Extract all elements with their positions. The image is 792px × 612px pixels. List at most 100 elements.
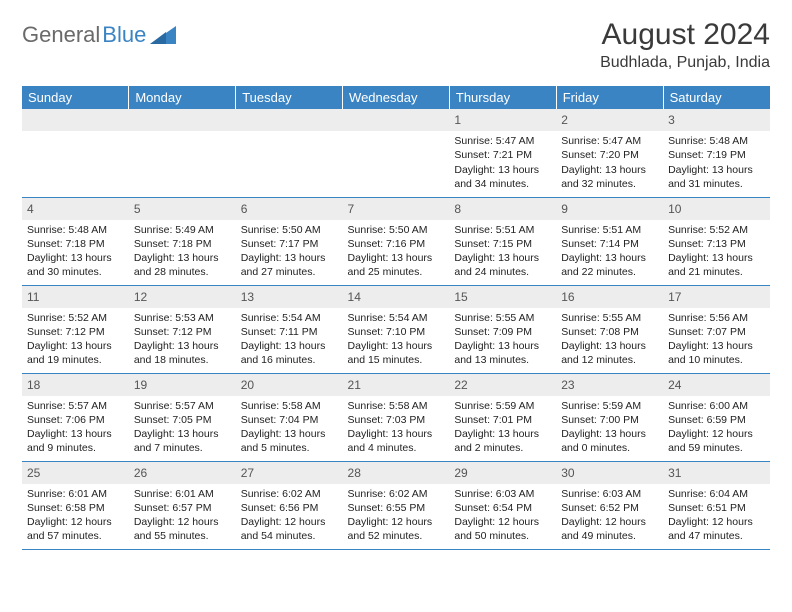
day-details: Sunrise: 5:54 AMSunset: 7:10 PMDaylight:…: [343, 308, 450, 372]
day-number: 20: [236, 374, 343, 396]
day-number: 10: [663, 198, 770, 220]
logo-triangle-icon: [150, 26, 176, 44]
day-details: Sunrise: 6:02 AMSunset: 6:55 PMDaylight:…: [343, 484, 450, 548]
day-number-empty: [343, 109, 450, 131]
day-number: 21: [343, 374, 450, 396]
day-number: 16: [556, 286, 663, 308]
weekday-header: Thursday: [449, 86, 556, 109]
day-number: 12: [129, 286, 236, 308]
calendar-cell: 3Sunrise: 5:48 AMSunset: 7:19 PMDaylight…: [663, 109, 770, 197]
day-number: 4: [22, 198, 129, 220]
logo-word-blue: Blue: [102, 22, 146, 48]
weekday-header: Saturday: [663, 86, 770, 109]
title-block: August 2024 Budhlada, Punjab, India: [600, 18, 770, 72]
calendar-cell: 1Sunrise: 5:47 AMSunset: 7:21 PMDaylight…: [449, 109, 556, 197]
day-number: 17: [663, 286, 770, 308]
calendar-cell: 6Sunrise: 5:50 AMSunset: 7:17 PMDaylight…: [236, 197, 343, 285]
calendar-cell: 4Sunrise: 5:48 AMSunset: 7:18 PMDaylight…: [22, 197, 129, 285]
day-details: Sunrise: 5:50 AMSunset: 7:17 PMDaylight:…: [236, 220, 343, 284]
day-number: 2: [556, 109, 663, 131]
day-details: Sunrise: 5:50 AMSunset: 7:16 PMDaylight:…: [343, 220, 450, 284]
day-details: Sunrise: 6:03 AMSunset: 6:52 PMDaylight:…: [556, 484, 663, 548]
day-details: Sunrise: 6:02 AMSunset: 6:56 PMDaylight:…: [236, 484, 343, 548]
calendar-row: 1Sunrise: 5:47 AMSunset: 7:21 PMDaylight…: [22, 109, 770, 197]
day-number-empty: [236, 109, 343, 131]
calendar-cell: 20Sunrise: 5:58 AMSunset: 7:04 PMDayligh…: [236, 373, 343, 461]
day-number: 28: [343, 462, 450, 484]
weekday-header: Sunday: [22, 86, 129, 109]
logo: GeneralBlue: [22, 22, 176, 48]
calendar-cell: 12Sunrise: 5:53 AMSunset: 7:12 PMDayligh…: [129, 285, 236, 373]
weekday-header: Tuesday: [236, 86, 343, 109]
calendar-cell: 23Sunrise: 5:59 AMSunset: 7:00 PMDayligh…: [556, 373, 663, 461]
day-details: Sunrise: 5:49 AMSunset: 7:18 PMDaylight:…: [129, 220, 236, 284]
day-number: 30: [556, 462, 663, 484]
day-details: Sunrise: 5:52 AMSunset: 7:13 PMDaylight:…: [663, 220, 770, 284]
day-number: 24: [663, 374, 770, 396]
day-number: 29: [449, 462, 556, 484]
header: GeneralBlue August 2024 Budhlada, Punjab…: [22, 18, 770, 72]
weekday-header: Wednesday: [343, 86, 450, 109]
day-details: Sunrise: 5:55 AMSunset: 7:08 PMDaylight:…: [556, 308, 663, 372]
weekday-header: Monday: [129, 86, 236, 109]
day-details: Sunrise: 5:57 AMSunset: 7:05 PMDaylight:…: [129, 396, 236, 460]
location-text: Budhlada, Punjab, India: [600, 54, 770, 72]
calendar-cell: 16Sunrise: 5:55 AMSunset: 7:08 PMDayligh…: [556, 285, 663, 373]
day-number: 23: [556, 374, 663, 396]
day-details: Sunrise: 6:04 AMSunset: 6:51 PMDaylight:…: [663, 484, 770, 548]
day-details: Sunrise: 5:56 AMSunset: 7:07 PMDaylight:…: [663, 308, 770, 372]
weekday-header-row: SundayMondayTuesdayWednesdayThursdayFrid…: [22, 86, 770, 109]
day-number-empty: [129, 109, 236, 131]
calendar-cell: 10Sunrise: 5:52 AMSunset: 7:13 PMDayligh…: [663, 197, 770, 285]
day-details: Sunrise: 6:03 AMSunset: 6:54 PMDaylight:…: [449, 484, 556, 548]
day-details: Sunrise: 6:01 AMSunset: 6:58 PMDaylight:…: [22, 484, 129, 548]
calendar-cell: 28Sunrise: 6:02 AMSunset: 6:55 PMDayligh…: [343, 461, 450, 549]
calendar-cell: [343, 109, 450, 197]
day-number: 26: [129, 462, 236, 484]
page-title: August 2024: [600, 18, 770, 52]
day-number: 27: [236, 462, 343, 484]
day-number: 13: [236, 286, 343, 308]
day-details: Sunrise: 5:48 AMSunset: 7:18 PMDaylight:…: [22, 220, 129, 284]
calendar-cell: 14Sunrise: 5:54 AMSunset: 7:10 PMDayligh…: [343, 285, 450, 373]
calendar-cell: 21Sunrise: 5:58 AMSunset: 7:03 PMDayligh…: [343, 373, 450, 461]
calendar-cell: 22Sunrise: 5:59 AMSunset: 7:01 PMDayligh…: [449, 373, 556, 461]
calendar-cell: 15Sunrise: 5:55 AMSunset: 7:09 PMDayligh…: [449, 285, 556, 373]
calendar-cell: 11Sunrise: 5:52 AMSunset: 7:12 PMDayligh…: [22, 285, 129, 373]
day-number: 9: [556, 198, 663, 220]
day-details: Sunrise: 5:57 AMSunset: 7:06 PMDaylight:…: [22, 396, 129, 460]
day-details: Sunrise: 5:59 AMSunset: 7:01 PMDaylight:…: [449, 396, 556, 460]
day-details: Sunrise: 5:47 AMSunset: 7:21 PMDaylight:…: [449, 131, 556, 195]
calendar-row: 18Sunrise: 5:57 AMSunset: 7:06 PMDayligh…: [22, 373, 770, 461]
calendar-cell: [129, 109, 236, 197]
day-number: 3: [663, 109, 770, 131]
calendar-cell: [22, 109, 129, 197]
calendar-row: 4Sunrise: 5:48 AMSunset: 7:18 PMDaylight…: [22, 197, 770, 285]
day-number: 8: [449, 198, 556, 220]
calendar-cell: 9Sunrise: 5:51 AMSunset: 7:14 PMDaylight…: [556, 197, 663, 285]
calendar-cell: 19Sunrise: 5:57 AMSunset: 7:05 PMDayligh…: [129, 373, 236, 461]
day-number: 31: [663, 462, 770, 484]
day-number: 11: [22, 286, 129, 308]
calendar-cell: 7Sunrise: 5:50 AMSunset: 7:16 PMDaylight…: [343, 197, 450, 285]
day-details: Sunrise: 5:58 AMSunset: 7:03 PMDaylight:…: [343, 396, 450, 460]
calendar-cell: 5Sunrise: 5:49 AMSunset: 7:18 PMDaylight…: [129, 197, 236, 285]
calendar-row: 11Sunrise: 5:52 AMSunset: 7:12 PMDayligh…: [22, 285, 770, 373]
day-number: 6: [236, 198, 343, 220]
calendar-body: 1Sunrise: 5:47 AMSunset: 7:21 PMDaylight…: [22, 109, 770, 549]
day-details: Sunrise: 5:54 AMSunset: 7:11 PMDaylight:…: [236, 308, 343, 372]
calendar-cell: 31Sunrise: 6:04 AMSunset: 6:51 PMDayligh…: [663, 461, 770, 549]
day-details: Sunrise: 5:51 AMSunset: 7:15 PMDaylight:…: [449, 220, 556, 284]
day-details: Sunrise: 5:59 AMSunset: 7:00 PMDaylight:…: [556, 396, 663, 460]
calendar-cell: [236, 109, 343, 197]
day-details: Sunrise: 5:53 AMSunset: 7:12 PMDaylight:…: [129, 308, 236, 372]
day-details: Sunrise: 5:47 AMSunset: 7:20 PMDaylight:…: [556, 131, 663, 195]
day-number: 19: [129, 374, 236, 396]
calendar-cell: 13Sunrise: 5:54 AMSunset: 7:11 PMDayligh…: [236, 285, 343, 373]
day-number: 7: [343, 198, 450, 220]
calendar-cell: 25Sunrise: 6:01 AMSunset: 6:58 PMDayligh…: [22, 461, 129, 549]
day-number: 1: [449, 109, 556, 131]
day-details: Sunrise: 5:52 AMSunset: 7:12 PMDaylight:…: [22, 308, 129, 372]
calendar-cell: 29Sunrise: 6:03 AMSunset: 6:54 PMDayligh…: [449, 461, 556, 549]
day-number-empty: [22, 109, 129, 131]
